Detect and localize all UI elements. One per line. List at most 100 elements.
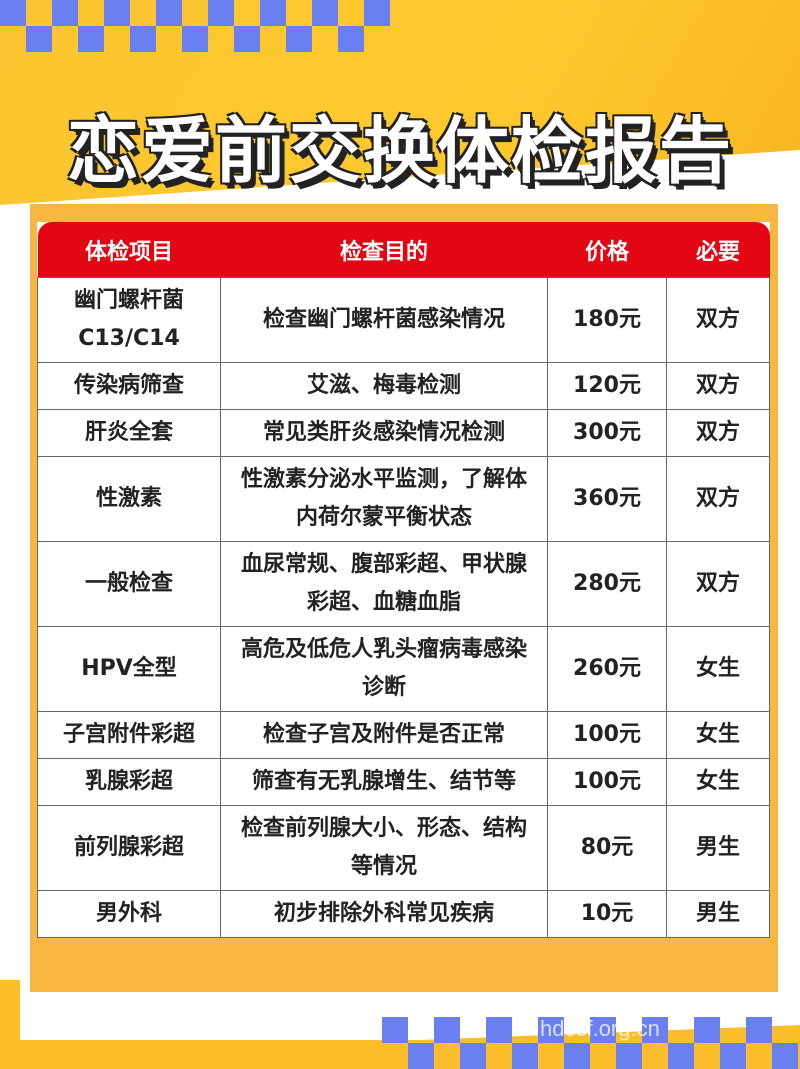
checker-square xyxy=(460,1043,486,1069)
checkup-table: 体检项目 检查目的 价格 必要 幽门螺杆菌C13/C14 检查幽门螺杆菌感染情况 1… xyxy=(37,222,770,938)
checker-square xyxy=(512,1043,538,1069)
cell-item: 肝炎全套 xyxy=(37,409,221,457)
checker-square xyxy=(382,1043,408,1069)
checker-square xyxy=(208,0,234,26)
table-row: 乳腺彩超 筛查有无乳腺增生、结节等 100元 女生 xyxy=(37,758,770,806)
cell-item: 乳腺彩超 xyxy=(37,758,221,806)
header-price: 价格 xyxy=(547,222,667,278)
cell-need: 双方 xyxy=(666,409,770,457)
checker-square xyxy=(0,26,26,52)
checker-square xyxy=(590,1043,616,1069)
checker-square xyxy=(668,1017,694,1043)
checker-square xyxy=(486,1017,512,1043)
checker-square xyxy=(52,0,78,26)
checker-square xyxy=(408,1043,434,1069)
cell-purpose: 艾滋、梅毒检测 xyxy=(220,362,548,410)
checker-square xyxy=(156,0,182,26)
cell-item: HPV全型 xyxy=(37,626,221,712)
checker-square xyxy=(364,26,390,52)
checker-square xyxy=(746,1017,772,1043)
cell-purpose: 性激素分泌水平监测，了解体内荷尔蒙平衡状态 xyxy=(220,456,548,542)
checker-square xyxy=(234,0,260,26)
watermark: hdccf.org.cn xyxy=(540,1016,660,1041)
checker-square xyxy=(286,26,312,52)
checker-square xyxy=(78,0,104,26)
cell-need: 女生 xyxy=(666,626,770,712)
checker-square xyxy=(512,1017,538,1043)
checker-square xyxy=(642,1043,668,1069)
cell-price: 260元 xyxy=(547,626,667,712)
header-purpose: 检查目的 xyxy=(220,222,548,278)
checker-square xyxy=(260,26,286,52)
checker-square xyxy=(78,26,104,52)
cell-price: 10元 xyxy=(547,890,667,938)
header-item: 体检项目 xyxy=(37,222,221,278)
table-row: 前列腺彩超 检查前列腺大小、形态、结构等情况 80元 男生 xyxy=(37,805,770,891)
cell-need: 双方 xyxy=(666,362,770,410)
cell-need: 女生 xyxy=(666,711,770,759)
cell-purpose: 高危及低危人乳头瘤病毒感染诊断 xyxy=(220,626,548,712)
checker-square xyxy=(434,1043,460,1069)
checker-square xyxy=(338,26,364,52)
checker-square xyxy=(616,1043,642,1069)
cell-purpose: 血尿常规、腹部彩超、甲状腺彩超、血糖血脂 xyxy=(220,541,548,627)
checker-square xyxy=(260,0,286,26)
checker-square xyxy=(720,1043,746,1069)
cell-purpose: 筛查有无乳腺增生、结节等 xyxy=(220,758,548,806)
cell-need: 女生 xyxy=(666,758,770,806)
table-header: 体检项目 检查目的 价格 必要 xyxy=(37,222,770,278)
checker-square xyxy=(694,1043,720,1069)
header-need: 必要 xyxy=(666,222,770,278)
cell-item: 传染病筛查 xyxy=(37,362,221,410)
table-row: 男外科 初步排除外科常见疾病 10元 男生 xyxy=(37,890,770,938)
checker-square xyxy=(772,1043,798,1069)
cell-price: 280元 xyxy=(547,541,667,627)
cell-price: 120元 xyxy=(547,362,667,410)
checker-square xyxy=(590,1017,616,1043)
checker-square xyxy=(182,26,208,52)
cell-need: 男生 xyxy=(666,890,770,938)
checker-square xyxy=(130,0,156,26)
cell-item: 性激素 xyxy=(37,456,221,542)
cell-need: 双方 xyxy=(666,541,770,627)
cell-purpose: 初步排除外科常见疾病 xyxy=(220,890,548,938)
checker-square xyxy=(564,1043,590,1069)
checker-square xyxy=(208,26,234,52)
checker-square xyxy=(434,1017,460,1043)
table-row: 性激素 性激素分泌水平监测，了解体内荷尔蒙平衡状态 360元 双方 xyxy=(37,456,770,542)
cell-need: 双方 xyxy=(666,277,770,363)
checker-square xyxy=(0,0,26,26)
cell-price: 80元 xyxy=(547,805,667,891)
cell-item: 子宫附件彩超 xyxy=(37,711,221,759)
checker-square xyxy=(720,1017,746,1043)
cell-item: 前列腺彩超 xyxy=(37,805,221,891)
table-row: HPV全型 高危及低危人乳头瘤病毒感染诊断 260元 女生 xyxy=(37,626,770,712)
checker-square xyxy=(772,1017,798,1043)
checker-square xyxy=(104,0,130,26)
cell-need: 男生 xyxy=(666,805,770,891)
checker-square xyxy=(130,26,156,52)
checker-square xyxy=(746,1043,772,1069)
checker-square xyxy=(312,0,338,26)
checker-square xyxy=(182,0,208,26)
checker-pattern-bottom xyxy=(382,1017,798,1069)
checker-square xyxy=(104,26,130,52)
checker-square xyxy=(156,26,182,52)
cell-price: 360元 xyxy=(547,456,667,542)
checker-square xyxy=(642,1017,668,1043)
cell-purpose: 检查幽门螺杆菌感染情况 xyxy=(220,277,548,363)
table-row: 子宫附件彩超 检查子宫及附件是否正常 100元 女生 xyxy=(37,711,770,759)
checker-square xyxy=(338,0,364,26)
table-row: 一般检查 血尿常规、腹部彩超、甲状腺彩超、血糖血脂 280元 双方 xyxy=(37,541,770,627)
checker-square xyxy=(538,1017,564,1043)
checker-square xyxy=(234,26,260,52)
checker-pattern-top xyxy=(0,0,390,52)
checker-square xyxy=(382,1017,408,1043)
checker-square xyxy=(460,1017,486,1043)
cell-price: 100元 xyxy=(547,758,667,806)
cell-item: 幽门螺杆菌C13/C14 xyxy=(37,277,221,363)
checker-square xyxy=(52,26,78,52)
cell-item: 男外科 xyxy=(37,890,221,938)
table-row: 幽门螺杆菌C13/C14 检查幽门螺杆菌感染情况 180元 双方 xyxy=(37,277,770,363)
checker-square xyxy=(486,1043,512,1069)
